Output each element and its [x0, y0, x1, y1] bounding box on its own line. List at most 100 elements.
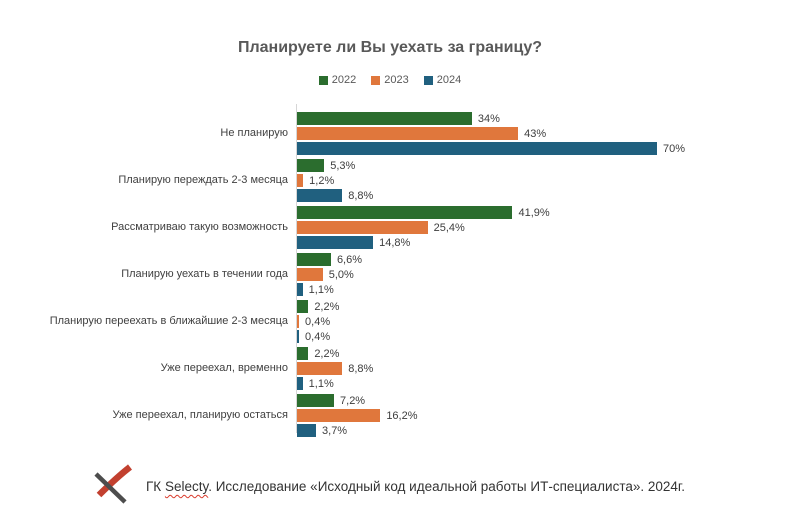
bar-2023: [297, 409, 381, 422]
category-row: Не планирую 34% 43% 70%: [44, 112, 736, 155]
value-label: 6,6%: [336, 253, 363, 266]
source-brand-name: Selecty: [164, 479, 209, 494]
value-label: 8,8%: [348, 362, 374, 375]
bar-line-2022: 2,2%: [297, 347, 736, 360]
value-label: 70%: [663, 142, 686, 155]
category-axis-line: [296, 104, 297, 433]
category-label: Уже переехал, планирую остаться: [112, 409, 288, 421]
bar-line-2023: 0,4%: [297, 315, 736, 328]
category-label: Рассматриваю такую возможность: [111, 221, 288, 233]
legend-label: 2023: [384, 74, 409, 86]
category-row: Планирую переждать 2-3 месяца 5,3% 1,2% 8,8…: [44, 159, 736, 202]
source-text: ГК Selecty. Исследование «Исходный код и…: [146, 479, 685, 494]
bar-chart: Планируете ли Вы уехать за границу? 2022…: [44, 30, 736, 441]
legend-swatch-icon: [318, 75, 328, 85]
chart-legend: 2022 2023 2024: [44, 74, 736, 86]
bar-2023: [297, 127, 519, 140]
category-row: Планирую уехать в течении года 6,6% 5,0% 1,…: [44, 253, 736, 296]
bar-2023: [297, 362, 343, 375]
bar-2024: [297, 142, 657, 155]
chart-title: Планируете ли Вы уехать за границу?: [237, 39, 542, 56]
bar-line-2022: 34%: [297, 112, 736, 125]
bar-group: 6,6% 5,0% 1,1%: [296, 253, 736, 296]
bar-line-2022: 6,6%: [297, 253, 736, 266]
source-text-prefix: ГК: [146, 479, 165, 494]
bar-2023: [297, 221, 428, 234]
bar-line-2023: 8,8%: [297, 362, 736, 375]
bar-2024: [297, 330, 300, 343]
bar-2022: [297, 159, 325, 172]
value-label: 41,9%: [518, 206, 550, 219]
bar-2022: [297, 112, 472, 125]
category-row: Уже переехал, временно 2,2% 8,8% 1,1%: [44, 347, 736, 390]
bar-2024: [297, 236, 374, 249]
bar-2024: [297, 283, 303, 296]
bar-line-2022: 41,9%: [297, 206, 736, 219]
selecty-x-logo-icon: [88, 463, 134, 510]
bar-line-2023: 5,0%: [297, 268, 736, 281]
legend-swatch-icon: [371, 75, 381, 85]
value-label: 1,1%: [308, 377, 334, 390]
bar-2022: [297, 253, 331, 266]
legend-item-2023: 2023: [371, 74, 409, 86]
value-label: 14,8%: [379, 236, 411, 249]
bar-2023: [297, 174, 304, 187]
bar-line-2023: 16,2%: [297, 409, 736, 422]
bar-line-2024: 70%: [297, 142, 736, 155]
value-label: 2,2%: [314, 300, 340, 313]
value-label: 43%: [524, 127, 547, 140]
bar-line-2024: 0,4%: [297, 330, 736, 343]
bar-line-2022: 7,2%: [297, 394, 736, 407]
value-label: 2,2%: [314, 347, 340, 360]
value-label: 16,2%: [386, 409, 418, 422]
value-label: 25,4%: [433, 221, 465, 234]
legend-label: 2022: [331, 74, 357, 86]
category-label: Планирую уехать в течении года: [121, 268, 288, 280]
bar-2022: [297, 347, 309, 360]
bar-group: 7,2% 16,2% 3,7%: [296, 394, 736, 437]
bar-2024: [297, 424, 317, 437]
category-row: Рассматриваю такую возможность 41,9% 25,4%…: [44, 206, 736, 249]
category-label: Уже переехал, временно: [160, 362, 288, 374]
bar-line-2024: 1,1%: [297, 377, 736, 390]
value-label: 5,0%: [328, 268, 354, 281]
bar-line-2024: 1,1%: [297, 283, 736, 296]
chart-plot-area: Не планирую 34% 43% 70% Планирую переждать 2…: [44, 100, 736, 437]
category-row: Планирую переехать в ближайшие 2-3 месяц…: [44, 300, 736, 343]
value-label: 34%: [477, 112, 500, 125]
bar-line-2024: 14,8%: [297, 236, 736, 249]
bar-line-2022: 2,2%: [297, 300, 736, 313]
source-footer: ГК Selecty. Исследование «Исходный код и…: [88, 463, 685, 510]
bar-2022: [297, 206, 513, 219]
value-label: 0,4%: [305, 315, 331, 328]
legend-item-2024: 2024: [423, 74, 462, 86]
bar-2024: [297, 377, 303, 390]
value-label: 0,4%: [305, 330, 331, 343]
value-label: 1,1%: [308, 283, 334, 296]
bar-group: 5,3% 1,2% 8,8%: [296, 159, 736, 202]
value-label: 3,7%: [322, 424, 348, 437]
category-label: Планирую переехать в ближайшие 2-3 месяц…: [49, 315, 288, 327]
legend-swatch-icon: [423, 75, 433, 85]
bar-line-2022: 5,3%: [297, 159, 736, 172]
bar-group: 34% 43% 70%: [296, 112, 736, 155]
legend-label: 2024: [436, 74, 462, 86]
source-text-suffix: . Исследование «Исходный код идеальной р…: [208, 479, 685, 494]
bar-group: 2,2% 8,8% 1,1%: [296, 347, 736, 390]
bar-2023: [297, 315, 300, 328]
category-label: Планирую переждать 2-3 месяца: [118, 174, 288, 186]
bar-line-2024: 3,7%: [297, 424, 736, 437]
bar-group: 41,9% 25,4% 14,8%: [296, 206, 736, 249]
bar-2022: [297, 300, 309, 313]
bar-2024: [297, 189, 343, 202]
category-label: Не планирую: [220, 127, 288, 139]
bar-line-2024: 8,8%: [297, 189, 736, 202]
bar-line-2023: 1,2%: [297, 174, 736, 187]
value-label: 8,8%: [348, 189, 374, 202]
value-label: 7,2%: [340, 394, 366, 407]
legend-item-2022: 2022: [318, 74, 357, 86]
bar-line-2023: 43%: [297, 127, 736, 140]
category-row: Уже переехал, планирую остаться 7,2% 16,2%…: [44, 394, 736, 437]
bar-2023: [297, 268, 323, 281]
